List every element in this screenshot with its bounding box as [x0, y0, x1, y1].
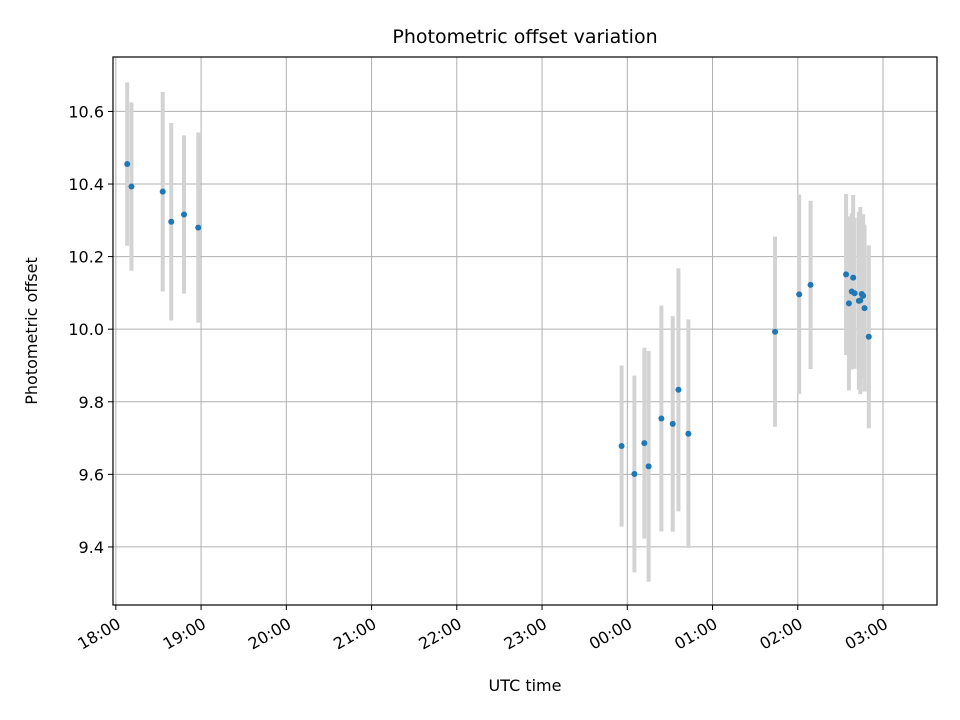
y-tick-label: 10.0: [68, 320, 104, 339]
data-point: [807, 281, 814, 288]
data-point: [850, 274, 857, 281]
y-tick-label: 10.4: [68, 175, 104, 194]
data-point: [128, 183, 135, 190]
data-point: [796, 291, 803, 298]
x-axis-label: UTC time: [489, 676, 562, 695]
data-point: [631, 470, 638, 477]
data-point: [669, 420, 676, 427]
data-point: [865, 333, 872, 340]
point-layer: [124, 161, 872, 477]
data-point: [658, 415, 665, 422]
chart-title: Photometric offset variation: [392, 26, 657, 48]
data-point: [843, 271, 850, 278]
data-point: [861, 305, 868, 312]
y-tick-label: 9.8: [79, 393, 104, 412]
data-point: [675, 386, 682, 393]
y-axis-ticks: 9.4 9.6 9.8 10.0 10.2 10.4 10.6: [68, 102, 113, 557]
data-point: [857, 297, 864, 304]
data-point: [851, 290, 858, 297]
y-tick-label: 10.2: [68, 248, 104, 267]
data-point: [618, 443, 625, 450]
data-point: [685, 430, 692, 437]
data-point: [124, 161, 131, 168]
data-point: [159, 188, 166, 195]
y-tick-label: 9.6: [79, 465, 104, 484]
y-tick-label: 10.6: [68, 102, 104, 121]
data-point: [195, 224, 202, 231]
data-point: [181, 211, 188, 218]
data-point: [772, 328, 779, 335]
data-point: [845, 300, 852, 307]
data-point: [168, 218, 175, 225]
y-axis-label: Photometric offset: [22, 257, 41, 405]
plot-frame: [112, 56, 938, 606]
y-tick-label: 9.4: [79, 538, 104, 557]
data-point: [860, 292, 867, 299]
data-point: [641, 440, 648, 447]
data-point: [645, 463, 652, 470]
